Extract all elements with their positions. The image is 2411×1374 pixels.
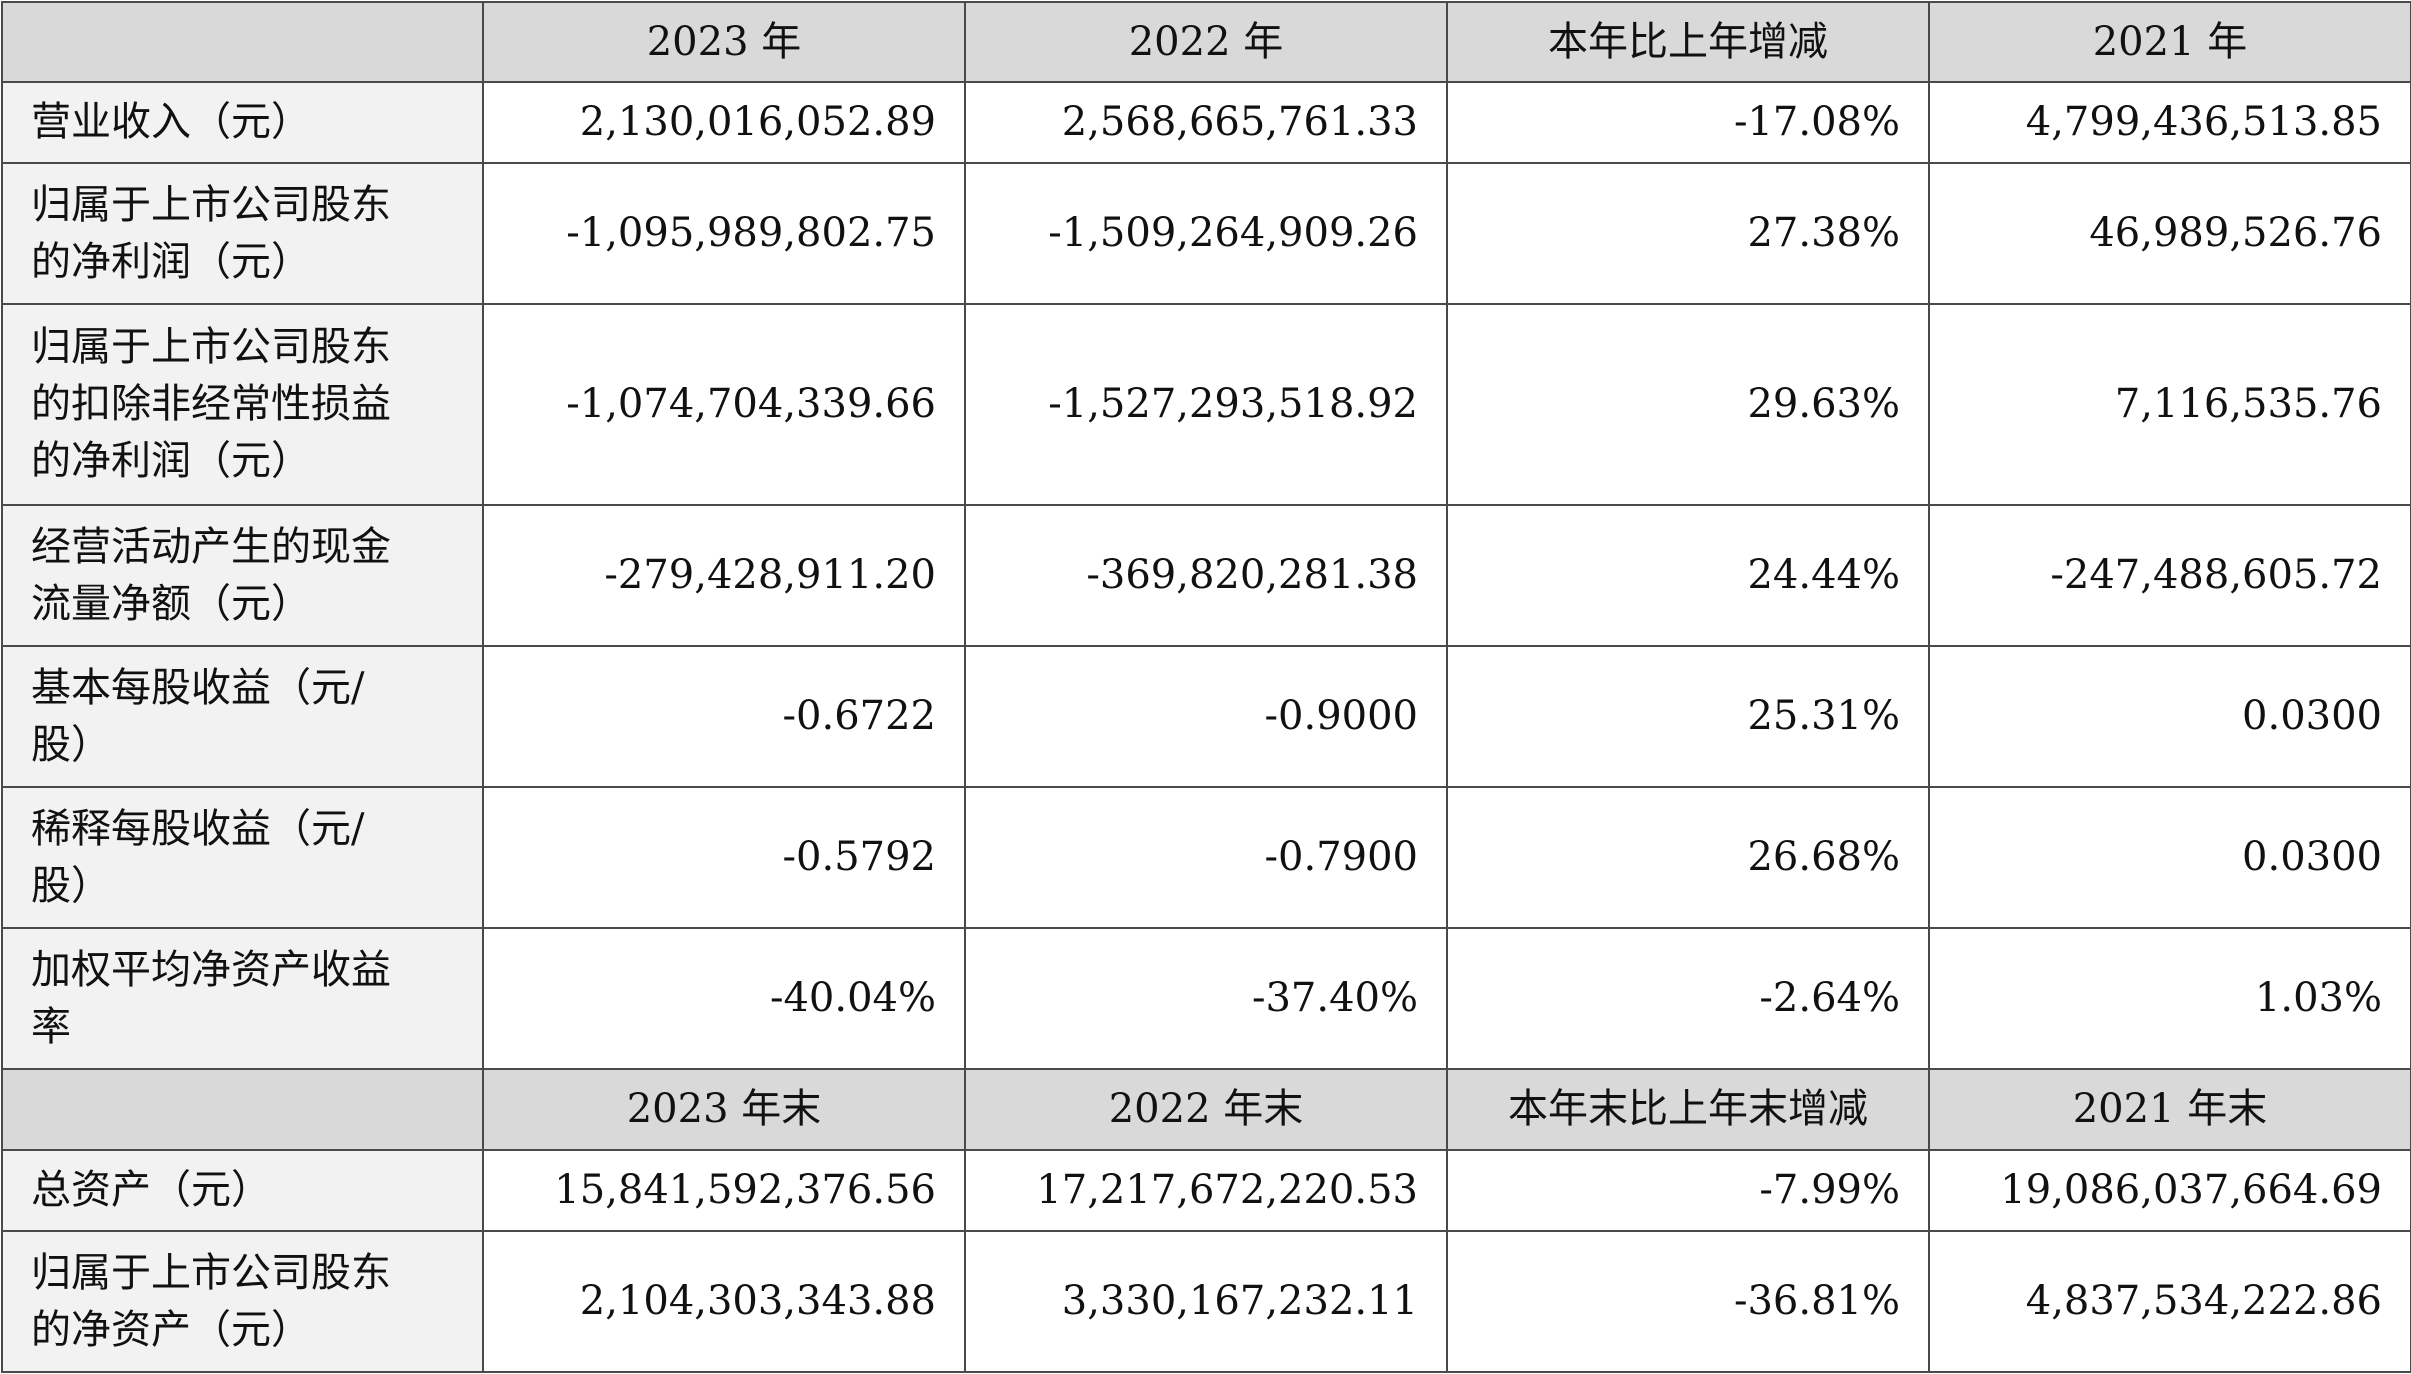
value-2022: -0.9000: [964, 645, 1448, 788]
table-row: 总资产（元） 15,841,592,376.56 17,217,672,220.…: [1, 1149, 2411, 1232]
subheader-blank-cell: [1, 1068, 484, 1151]
value-change: -2.64%: [1446, 927, 1930, 1070]
header-blank-cell: [1, 1, 484, 83]
value-2022: 17,217,672,220.53: [964, 1149, 1448, 1232]
value-2022: -37.40%: [964, 927, 1448, 1070]
table-row: 归属于上市公司股东 的净利润（元） -1,095,989,802.75 -1,5…: [1, 162, 2411, 305]
value-2023: -0.5792: [482, 786, 966, 929]
value-2023: -1,074,704,339.66: [482, 303, 966, 506]
header-2021: 2021 年: [1928, 1, 2411, 83]
subheader-2021-end: 2021 年末: [1928, 1068, 2411, 1151]
row-label: 归属于上市公司股东 的扣除非经常性损益 的净利润（元）: [1, 303, 484, 506]
header-yoy-change: 本年比上年增减: [1446, 1, 1930, 83]
value-change: 27.38%: [1446, 162, 1930, 305]
subheader-2023-end: 2023 年末: [482, 1068, 966, 1151]
row-label: 营业收入（元）: [1, 81, 484, 164]
row-label: 归属于上市公司股东 的净资产（元）: [1, 1230, 484, 1373]
value-2021: -247,488,605.72: [1928, 504, 2411, 647]
value-2023: 2,130,016,052.89: [482, 81, 966, 164]
row-label: 总资产（元）: [1, 1149, 484, 1232]
value-change: 26.68%: [1446, 786, 1930, 929]
subheader-2022-end: 2022 年末: [964, 1068, 1448, 1151]
value-2023: 2,104,303,343.88: [482, 1230, 966, 1373]
value-2022: -369,820,281.38: [964, 504, 1448, 647]
value-change: -36.81%: [1446, 1230, 1930, 1373]
value-2021: 46,989,526.76: [1928, 162, 2411, 305]
value-2021: 19,086,037,664.69: [1928, 1149, 2411, 1232]
header-2023: 2023 年: [482, 1, 966, 83]
table-header-row: 2023 年 2022 年 本年比上年增减 2021 年: [1, 1, 2411, 83]
value-2023: -279,428,911.20: [482, 504, 966, 647]
value-change: -7.99%: [1446, 1149, 1930, 1232]
value-2021: 7,116,535.76: [1928, 303, 2411, 506]
value-2022: -1,527,293,518.92: [964, 303, 1448, 506]
header-2022: 2022 年: [964, 1, 1448, 83]
value-2023: -0.6722: [482, 645, 966, 788]
value-2021: 4,837,534,222.86: [1928, 1230, 2411, 1373]
table-row: 营业收入（元） 2,130,016,052.89 2,568,665,761.3…: [1, 81, 2411, 164]
value-change: 29.63%: [1446, 303, 1930, 506]
value-2021: 4,799,436,513.85: [1928, 81, 2411, 164]
row-label: 经营活动产生的现金 流量净额（元）: [1, 504, 484, 647]
row-label: 归属于上市公司股东 的净利润（元）: [1, 162, 484, 305]
value-change: 25.31%: [1446, 645, 1930, 788]
value-2021: 0.0300: [1928, 645, 2411, 788]
value-2023: -40.04%: [482, 927, 966, 1070]
table-row: 归属于上市公司股东 的扣除非经常性损益 的净利润（元） -1,074,704,3…: [1, 303, 2411, 506]
value-2022: 3,330,167,232.11: [964, 1230, 1448, 1373]
table-row: 经营活动产生的现金 流量净额（元） -279,428,911.20 -369,8…: [1, 504, 2411, 647]
table-row: 加权平均净资产收益 率 -40.04% -37.40% -2.64% 1.03%: [1, 927, 2411, 1070]
table-subheader-row: 2023 年末 2022 年末 本年末比上年末增减 2021 年末: [1, 1068, 2411, 1151]
table-row: 归属于上市公司股东 的净资产（元） 2,104,303,343.88 3,330…: [1, 1230, 2411, 1373]
row-label: 基本每股收益（元/ 股）: [1, 645, 484, 788]
value-2022: 2,568,665,761.33: [964, 81, 1448, 164]
value-2023: -1,095,989,802.75: [482, 162, 966, 305]
value-2021: 1.03%: [1928, 927, 2411, 1070]
value-2022: -0.7900: [964, 786, 1448, 929]
row-label: 加权平均净资产收益 率: [1, 927, 484, 1070]
value-change: -17.08%: [1446, 81, 1930, 164]
subheader-yoy-change: 本年末比上年末增减: [1446, 1068, 1930, 1151]
table-row: 稀释每股收益（元/ 股） -0.5792 -0.7900 26.68% 0.03…: [1, 786, 2411, 929]
row-label: 稀释每股收益（元/ 股）: [1, 786, 484, 929]
value-2023: 15,841,592,376.56: [482, 1149, 966, 1232]
value-change: 24.44%: [1446, 504, 1930, 647]
value-2022: -1,509,264,909.26: [964, 162, 1448, 305]
table-row: 基本每股收益（元/ 股） -0.6722 -0.9000 25.31% 0.03…: [1, 645, 2411, 788]
value-2021: 0.0300: [1928, 786, 2411, 929]
